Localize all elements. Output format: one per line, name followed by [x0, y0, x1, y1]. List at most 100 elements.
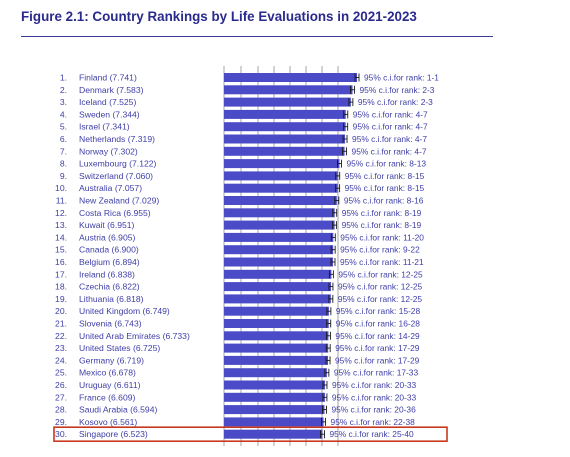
ci-label: 95% c.i.for rank: 4-7	[352, 146, 427, 156]
ci-label: 95% c.i.for rank: 25-40	[329, 429, 414, 439]
ci-label: 95% c.i.for rank: 2-3	[358, 97, 433, 107]
rank-label: 7.	[60, 146, 67, 156]
country-label: Mexico (6.678)	[79, 368, 136, 378]
rank-label: 10.	[55, 183, 67, 193]
ci-label: 95% c.i.for rank: 9-22	[340, 245, 420, 255]
ci-label: 95% c.i.for rank: 1-1	[364, 73, 439, 83]
country-label: Slovenia (6.743)	[79, 319, 142, 329]
ci-label: 95% c.i.for rank: 8-15	[345, 171, 425, 181]
ci-label: 95% c.i.for rank: 12-25	[338, 294, 423, 304]
ci-label: 95% c.i.for rank: 8-13	[346, 159, 426, 169]
bar	[224, 417, 324, 427]
bar	[224, 171, 338, 181]
country-label: Israel (7.341)	[79, 122, 130, 132]
ci-label: 95% c.i.for rank: 8-16	[344, 196, 424, 206]
bar	[224, 343, 329, 353]
ci-label: 95% c.i.for rank: 17-29	[335, 343, 420, 353]
bar	[224, 183, 338, 193]
country-label: Ireland (6.838)	[79, 269, 135, 279]
bar	[224, 159, 340, 169]
bar	[224, 220, 335, 230]
country-label: Saudi Arabia (6.594)	[79, 405, 157, 415]
rank-label: 15.	[55, 245, 67, 255]
ci-label: 95% c.i.for rank: 8-15	[345, 183, 425, 193]
rank-label: 6.	[60, 134, 67, 144]
ci-label: 95% c.i.for rank: 8-19	[342, 220, 422, 230]
country-label: Denmark (7.583)	[79, 85, 144, 95]
bar	[224, 146, 345, 156]
ci-label: 95% c.i.for rank: 22-38	[331, 417, 416, 427]
bar	[224, 429, 323, 439]
ci-label: 95% c.i.for rank: 11-20	[340, 232, 424, 242]
ci-label: 95% c.i.for rank: 15-28	[336, 306, 421, 316]
bar	[224, 355, 329, 365]
country-label: Netherlands (7.319)	[79, 134, 155, 144]
rank-label: 1.	[60, 73, 67, 83]
country-label: France (6.609)	[79, 392, 136, 402]
country-label: Germany (6.719)	[79, 355, 144, 365]
ci-label: 95% c.i.for rank: 12-25	[338, 269, 423, 279]
bar	[224, 85, 353, 95]
rank-label: 9.	[60, 171, 67, 181]
ci-label: 95% c.i.for rank: 4-7	[353, 122, 428, 132]
ci-label: 95% c.i.for rank: 2-3	[360, 85, 435, 95]
rank-label: 13.	[55, 220, 67, 230]
country-label: Sweden (7.344)	[79, 109, 140, 119]
ci-label: 95% c.i.for rank: 20-33	[332, 392, 417, 402]
bar	[224, 134, 346, 144]
rank-label: 29.	[55, 417, 67, 427]
ci-label: 95% c.i.for rank: 17-33	[334, 368, 419, 378]
bar	[224, 97, 351, 107]
rank-label: 20.	[55, 306, 67, 316]
country-label: Belgium (6.894)	[79, 257, 140, 267]
country-label: Lithuania (6.818)	[79, 294, 144, 304]
bar	[224, 368, 327, 378]
chart-title: Figure 2.1: Country Rankings by Life Eva…	[21, 9, 417, 24]
ci-label: 95% c.i.for rank: 4-7	[353, 109, 428, 119]
bar	[224, 282, 331, 292]
rank-label: 26.	[55, 380, 67, 390]
rank-label: 17.	[55, 269, 67, 279]
ci-label: 95% c.i.for rank: 17-29	[335, 355, 420, 365]
rank-label: 23.	[55, 343, 67, 353]
bar	[224, 331, 329, 341]
rank-label: 11.	[56, 196, 67, 206]
country-label: Kosovo (6.561)	[79, 417, 137, 427]
bar	[224, 380, 325, 390]
highlight-box	[53, 426, 448, 443]
country-label: Iceland (7.525)	[79, 97, 136, 107]
rank-label: 21.	[55, 319, 67, 329]
ci-label: 95% c.i.for rank: 20-36	[331, 405, 416, 415]
bar	[224, 269, 332, 279]
country-label: New Zealand (7.029)	[79, 196, 159, 206]
rank-label: 16.	[55, 257, 67, 267]
rank-label: 2.	[60, 85, 67, 95]
bar	[224, 319, 329, 328]
country-label: Luxembourg (7.122)	[79, 159, 157, 169]
rank-label: 12.	[55, 208, 67, 218]
rank-label: 22.	[55, 331, 67, 341]
bar	[224, 392, 325, 402]
bar	[224, 405, 325, 415]
country-label: Kuwait (6.951)	[79, 220, 135, 230]
bar	[224, 306, 329, 316]
bar	[224, 196, 337, 205]
rank-label: 19.	[55, 294, 67, 304]
country-label: Uruguay (6.611)	[79, 380, 141, 390]
ci-label: 95% c.i.for rank: 20-33	[332, 380, 417, 390]
title-rule	[21, 36, 493, 37]
bar	[224, 245, 334, 255]
country-label: Costa Rica (6.955)	[79, 208, 151, 218]
country-label: Norway (7.302)	[79, 146, 138, 156]
country-label: Canada (6.900)	[79, 245, 139, 255]
ci-label: 95% c.i.for rank: 4-7	[352, 134, 427, 144]
country-label: Czechia (6.822)	[79, 282, 140, 292]
bar	[224, 257, 333, 267]
bar	[224, 122, 346, 132]
ci-label: 95% c.i.for rank: 12-25	[338, 282, 423, 292]
country-label: Switzerland (7.060)	[79, 171, 153, 181]
rank-label: 4.	[60, 109, 67, 119]
rank-label: 3.	[60, 97, 67, 107]
bar	[224, 109, 346, 119]
rank-label: 24.	[55, 355, 67, 365]
